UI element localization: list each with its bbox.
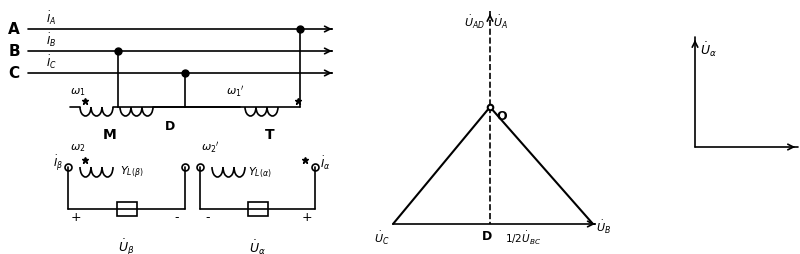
Text: $\dot{I}_C$: $\dot{I}_C$ xyxy=(46,53,57,70)
Text: T: T xyxy=(265,128,275,141)
Text: -: - xyxy=(206,211,210,224)
Text: +: + xyxy=(70,211,82,224)
Text: +: + xyxy=(302,211,312,224)
Bar xyxy=(247,202,267,216)
Text: -: - xyxy=(174,211,179,224)
Text: $\dot{I}_\beta$: $\dot{I}_\beta$ xyxy=(53,153,63,172)
Text: $\dot{U}_\beta$: $\dot{U}_\beta$ xyxy=(118,237,134,254)
Text: M: M xyxy=(103,128,117,141)
Text: $\dot{I}_A$: $\dot{I}_A$ xyxy=(46,9,56,26)
Text: $\omega_2{'}$: $\omega_2{'}$ xyxy=(201,140,219,155)
Text: $\omega_2$: $\omega_2$ xyxy=(70,141,86,153)
Text: B: B xyxy=(8,44,20,59)
Text: O: O xyxy=(496,109,506,122)
Text: $\omega_1$: $\omega_1$ xyxy=(70,86,86,98)
Text: $\dot{I}_\alpha$: $\dot{I}_\alpha$ xyxy=(320,154,330,171)
Text: $\dot{U}_A$: $\dot{U}_A$ xyxy=(493,14,508,31)
Text: $\dot{U}_\alpha$: $\dot{U}_\alpha$ xyxy=(249,238,266,254)
Text: $\dot{U}_\alpha$: $\dot{U}_\alpha$ xyxy=(700,40,717,58)
Bar xyxy=(117,202,137,216)
Text: $1/2\dot{U}_{BC}$: $1/2\dot{U}_{BC}$ xyxy=(505,229,541,246)
Text: $\dot{I}_B$: $\dot{I}_B$ xyxy=(46,31,56,48)
Text: $\omega_1{'}$: $\omega_1{'}$ xyxy=(226,84,244,99)
Text: D: D xyxy=(165,120,175,133)
Text: $Y_{L(\beta)}$: $Y_{L(\beta)}$ xyxy=(120,164,144,181)
Text: A: A xyxy=(8,22,20,37)
Text: D: D xyxy=(482,229,492,242)
Text: $\dot{U}_C$: $\dot{U}_C$ xyxy=(374,229,390,246)
Text: $\dot{U}_{AD}$: $\dot{U}_{AD}$ xyxy=(464,14,485,31)
Text: $Y_{L(\alpha)}$: $Y_{L(\alpha)}$ xyxy=(248,165,272,180)
Text: C: C xyxy=(9,66,19,81)
Text: $\dot{U}_B$: $\dot{U}_B$ xyxy=(596,218,611,235)
